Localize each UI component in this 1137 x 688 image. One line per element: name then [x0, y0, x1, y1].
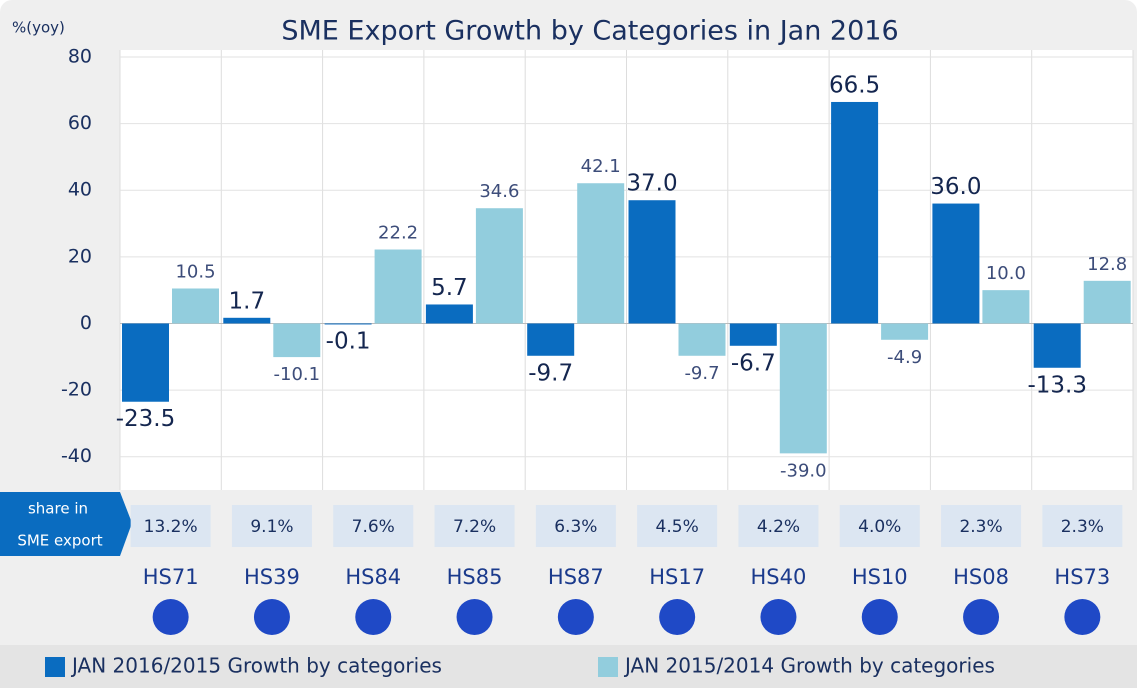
data-label: -23.5: [116, 406, 176, 432]
share-box: [535, 505, 616, 547]
bar: [223, 317, 271, 324]
y-tick-label: 0: [80, 312, 92, 334]
category-icon: [253, 599, 290, 635]
category-icon: [456, 599, 493, 635]
share-box: [434, 505, 515, 547]
bar: [527, 323, 575, 356]
data-label: 36.0: [930, 174, 981, 200]
y-tick-label: -40: [61, 445, 92, 467]
share-box: [738, 505, 819, 547]
bar: [729, 323, 777, 346]
share-value: 2.3%: [1061, 517, 1104, 537]
y-tick-label: -20: [61, 379, 92, 401]
share-value: 13.2%: [144, 517, 198, 537]
data-label: 1.7: [229, 288, 266, 314]
x-tick-label: HS39: [244, 565, 300, 589]
bar: [122, 323, 169, 402]
bar: [779, 323, 827, 454]
bar: [425, 304, 473, 324]
data-label: 10.0: [986, 263, 1026, 284]
legend-label: JAN 2015/2014 Growth by categories: [623, 654, 995, 678]
share-value: 9.1%: [250, 517, 293, 537]
bar: [273, 323, 321, 358]
y-tick-label: 20: [68, 245, 92, 267]
bar: [932, 203, 980, 324]
x-tick-label: HS08: [953, 565, 1009, 589]
bar: [1083, 280, 1131, 324]
category-icon: [659, 599, 696, 635]
legend-bg: [0, 645, 1137, 688]
bar: [678, 323, 726, 356]
share-box: [941, 505, 1022, 547]
x-tick-label: HS73: [1054, 565, 1110, 589]
data-label: -6.7: [731, 350, 776, 376]
category-icon: [760, 599, 797, 635]
share-value: 4.2%: [757, 517, 800, 537]
category-icon: [1064, 599, 1101, 635]
x-tick-label: HS40: [751, 565, 807, 589]
y-tick-label: 60: [68, 112, 92, 134]
data-label: 34.6: [479, 181, 519, 202]
share-value: 4.5%: [656, 517, 699, 537]
share-value: 4.0%: [858, 517, 901, 537]
share-value: 7.6%: [352, 517, 395, 537]
x-tick-label: HS71: [143, 565, 199, 589]
data-label: -0.1: [326, 328, 371, 354]
bar: [324, 323, 372, 325]
x-tick-label: HS17: [649, 565, 705, 589]
category-icon: [861, 599, 898, 635]
category-icon: [152, 599, 189, 635]
share-value: 6.3%: [554, 517, 597, 537]
legend-label: JAN 2016/2015 Growth by categories: [70, 654, 442, 678]
x-tick-label: HS87: [548, 565, 604, 589]
data-label: 12.8: [1087, 254, 1127, 275]
bar: [831, 101, 879, 324]
legend-swatch: [45, 657, 65, 677]
bar: [881, 323, 929, 340]
data-label: 5.7: [431, 275, 468, 301]
data-label: -9.7: [684, 363, 719, 384]
share-box: [839, 505, 920, 547]
data-label: 37.0: [626, 171, 677, 197]
x-tick-label: HS84: [345, 565, 401, 589]
data-label: 22.2: [378, 223, 418, 244]
data-label: -10.1: [274, 364, 321, 385]
share-box: [231, 505, 312, 547]
data-label: 66.5: [829, 72, 880, 98]
y-tick-label: 80: [68, 46, 92, 68]
chart-title: SME Export Growth by Categories in Jan 2…: [281, 16, 898, 47]
bar: [374, 249, 422, 324]
x-tick-label: HS10: [852, 565, 908, 589]
data-label: 42.1: [581, 156, 621, 177]
share-value: 7.2%: [453, 517, 496, 537]
bar: [1033, 323, 1081, 368]
share-box: [333, 505, 414, 547]
share-box: [1042, 505, 1123, 547]
share-box: [130, 505, 211, 547]
data-label: -13.3: [1027, 372, 1087, 398]
data-label: -39.0: [780, 460, 827, 481]
category-icon: [557, 599, 594, 635]
y-tick-label: 40: [68, 179, 92, 201]
data-label: -4.9: [887, 347, 922, 368]
bar: [982, 290, 1030, 324]
bar: [577, 183, 625, 324]
category-icon: [963, 599, 1000, 635]
share-label-box: [0, 492, 132, 556]
legend-swatch: [598, 657, 618, 677]
data-label: -9.7: [528, 360, 573, 386]
bar: [475, 208, 523, 324]
bar: [628, 200, 676, 324]
share-box: [637, 505, 718, 547]
x-tick-label: HS85: [447, 565, 503, 589]
share-value: 2.3%: [959, 517, 1002, 537]
y-axis-label: %(yoy): [12, 19, 65, 37]
data-label: 10.5: [175, 261, 215, 282]
category-icon: [355, 599, 392, 635]
share-label: SME export: [17, 532, 102, 550]
bar: [172, 288, 219, 324]
share-label: share in: [28, 500, 88, 518]
